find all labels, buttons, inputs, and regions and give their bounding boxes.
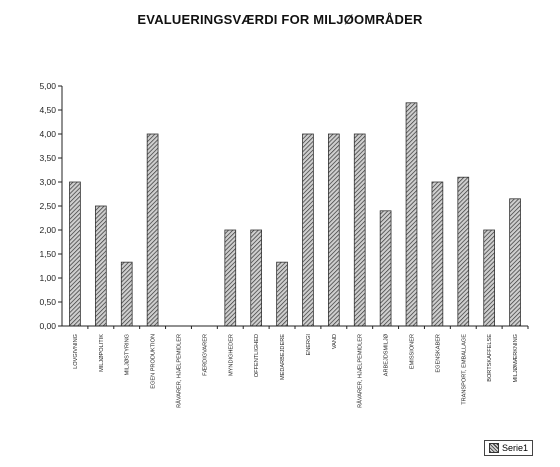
- x-tick-label: EGENSKABER: [435, 334, 441, 373]
- y-tick-label: 3,50: [39, 153, 56, 163]
- bar: [302, 133, 314, 327]
- bar: [379, 210, 392, 327]
- bar: [276, 261, 288, 327]
- y-tick-label: 4,50: [39, 105, 56, 115]
- bar: [457, 176, 470, 327]
- y-axis: 0,00 0,50 1,00 1,50 2,00 2,50 3,00 3,50 4,00 4,50…: [39, 81, 63, 331]
- x-tick-label: ARBEJDSMILJØ: [384, 333, 390, 376]
- x-tick-label: MEDARBEJDERE: [280, 334, 286, 380]
- x-tick-label: RÅVARER, HJÆLPEMIDLER: [357, 334, 364, 408]
- x-tick-label: VAND: [332, 334, 338, 349]
- x-tick-label: EGEN PRODUKTION: [151, 334, 157, 389]
- y-tick-label: 4,00: [39, 129, 56, 139]
- bar: [250, 229, 263, 327]
- x-tick-label: EMISSIONER: [410, 334, 416, 369]
- x-tick-label: MILJØMÆRKNING: [513, 334, 519, 382]
- y-tick-label: 2,50: [39, 201, 56, 211]
- bar: [431, 181, 444, 327]
- y-tick-label: 0,50: [39, 297, 56, 307]
- x-tick-label: RÅVARER, HJÆLPEMIDLER: [176, 334, 183, 408]
- bar: [146, 133, 159, 327]
- chart-title: EVALUERINGSVÆRDI FOR MILJØOMRÅDER: [137, 12, 423, 27]
- bar: [224, 229, 237, 327]
- bar: [353, 133, 366, 327]
- bar: [509, 198, 521, 327]
- x-tick-label: FÆRDIGVARER: [202, 334, 208, 376]
- x-tick-label: MYNDIGHEDER: [228, 334, 234, 376]
- bar: [94, 205, 107, 327]
- x-tick-label: MILJØSTYRING: [125, 334, 131, 375]
- y-tick-label: 1,50: [39, 249, 56, 259]
- y-tick-label: 2,00: [39, 225, 56, 235]
- legend-swatch: [489, 443, 499, 453]
- x-tick-label: BORTSKAFFELSE: [487, 334, 493, 382]
- y-tick-label: 1,00: [39, 273, 56, 283]
- bar: [327, 133, 340, 327]
- x-axis: LOVGIVNING MILJØPOLITIK MILJØSTYRING EGEN P…: [62, 325, 529, 408]
- x-tick-label: ENERGI: [306, 334, 312, 356]
- x-tick-label: OFFENTLIGHED: [254, 334, 260, 377]
- x-tick-label: LOVGIVNING: [73, 334, 79, 369]
- bar: [69, 181, 81, 327]
- y-tick-label: 5,00: [39, 81, 56, 91]
- bars: [69, 102, 521, 327]
- bar: [405, 102, 418, 327]
- legend: Serie1: [484, 440, 534, 456]
- x-tick-label: MILJØPOLITIK: [99, 334, 105, 372]
- bar: [120, 261, 133, 327]
- legend-label: Serie1: [502, 443, 529, 453]
- bar: [483, 229, 496, 327]
- x-tick-label: TRANSPORT, EMBALLAGE: [461, 334, 467, 405]
- y-tick-label: 0,00: [39, 321, 56, 331]
- y-tick-label: 3,00: [39, 177, 56, 187]
